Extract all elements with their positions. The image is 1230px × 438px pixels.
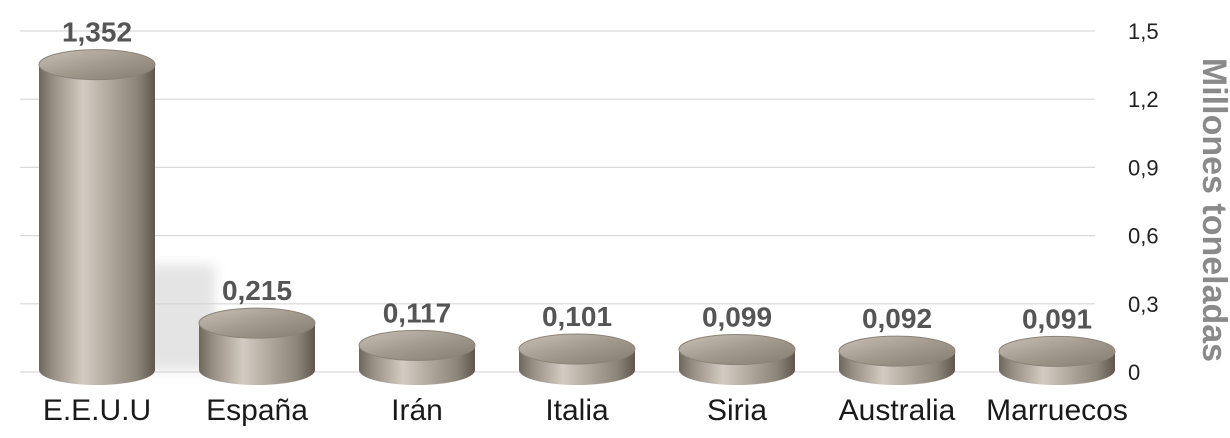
bar-top [998,335,1116,367]
x-tick-label: España [206,394,308,427]
data-label: 0,091 [1022,303,1092,334]
y-tick-label: 1,5 [1128,19,1159,44]
x-tick-label: E.E.U.U [43,394,151,427]
bar [838,335,956,385]
data-label: 1,352 [62,17,132,48]
data-labels: 1,352 0,215 0,117 0,101 0,099 0,092 0,091 [62,17,1092,335]
bar-top [518,333,636,365]
bar [358,329,476,385]
y-tick-label: 0,3 [1128,292,1159,317]
bar [38,49,156,386]
x-axis-categories: E.E.U.U España Irán Italia Siria Australia Mar… [43,394,1128,427]
y-tick-label: 0,6 [1128,224,1159,249]
bar [518,333,636,385]
x-tick-label: Irán [391,394,443,427]
bar [998,335,1116,385]
x-tick-label: Italia [545,394,609,427]
bar-top [38,49,156,81]
bar-body [39,64,155,386]
y-tick-label: 1,2 [1128,87,1159,112]
bar-body [199,323,315,385]
y-tick-label: 0 [1128,360,1140,385]
bars [38,49,1116,386]
data-label: 0,092 [862,303,932,334]
y-tick-label: 0,9 [1128,155,1159,180]
bar [198,307,316,385]
x-tick-label: Marruecos [986,394,1128,427]
bar-top [678,333,796,365]
x-tick-label: Siria [707,394,767,427]
data-label: 0,099 [702,301,772,332]
bar-top [838,335,956,367]
data-label: 0,215 [222,275,292,306]
data-label: 0,117 [383,297,452,328]
bar-top [358,329,476,361]
y-axis-ticks: 0 0,3 0,6 0,9 1,2 1,5 [1128,19,1159,385]
data-label: 0,101 [542,301,612,332]
bar [678,333,796,385]
y-axis-title: Millones toneladas [1195,58,1230,362]
bar-top [198,307,316,339]
x-tick-label: Australia [839,394,956,427]
